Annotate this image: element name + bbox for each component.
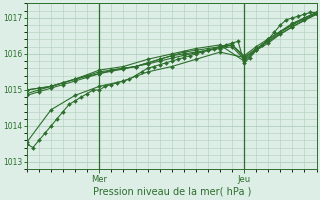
- X-axis label: Pression niveau de la mer( hPa ): Pression niveau de la mer( hPa ): [92, 187, 251, 197]
